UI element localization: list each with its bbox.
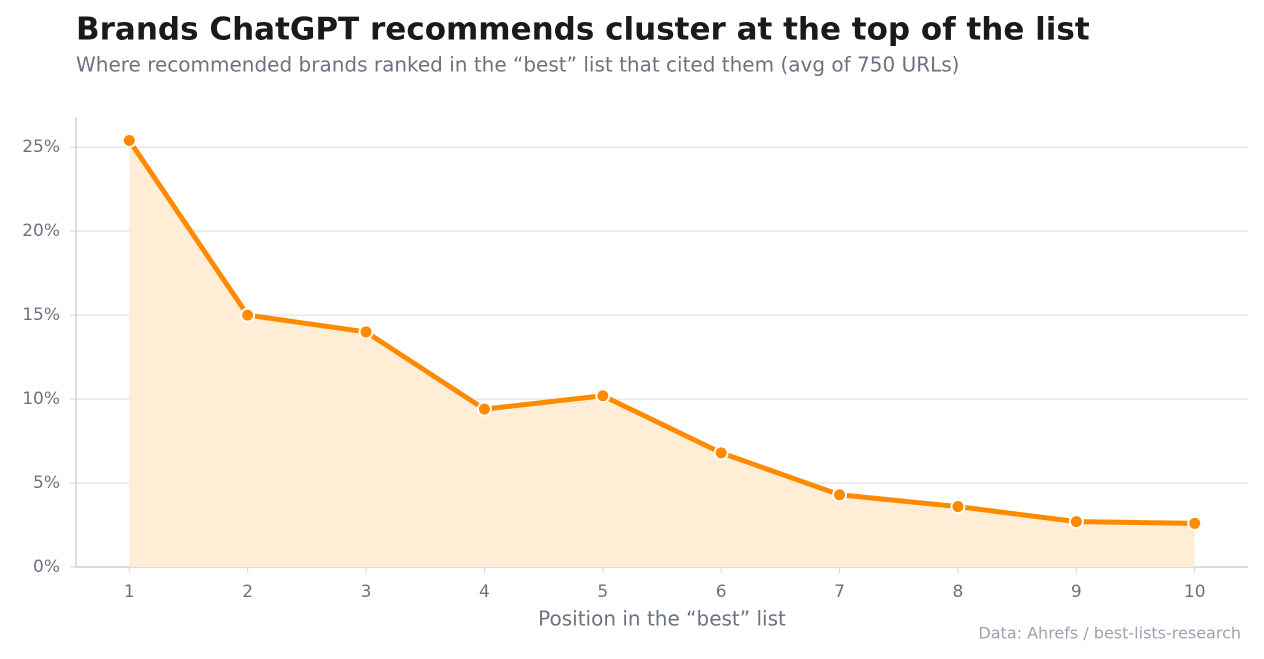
source-note: Data: Ahrefs / best-lists-research: [978, 624, 1241, 643]
y-tick-label: 20%: [22, 221, 60, 241]
y-tick-label: 0%: [33, 557, 60, 577]
x-tick-label: 5: [597, 582, 608, 602]
chart-subtitle: Where recommended brands ranked in the “…: [76, 53, 959, 77]
data-point: [595, 388, 611, 404]
area-fill: [129, 140, 1195, 568]
x-tick-label: 9: [1071, 582, 1082, 602]
data-point: [240, 307, 256, 323]
chart-title: Brands ChatGPT recommends cluster at the…: [76, 12, 1090, 48]
x-tick-label: 3: [361, 582, 372, 602]
x-tick-label: 10: [1184, 582, 1206, 602]
x-tick-label: 8: [953, 582, 964, 602]
data-point: [1068, 514, 1084, 530]
data-point: [358, 324, 374, 340]
y-tick-label: 15%: [22, 305, 60, 325]
x-tick-label: 1: [124, 582, 135, 602]
y-tick-label: 25%: [22, 137, 60, 157]
data-point: [476, 401, 492, 417]
y-tick-label: 5%: [33, 473, 60, 493]
x-axis-label: Position in the “best” list: [538, 607, 786, 631]
x-tick-label: 6: [716, 582, 727, 602]
y-tick-label: 10%: [22, 389, 60, 409]
line-series: [127, 139, 1195, 526]
x-tick-label: 4: [479, 582, 490, 602]
data-point: [950, 499, 966, 515]
data-point: [121, 133, 137, 149]
data-point: [832, 487, 848, 503]
x-tick-label: 7: [834, 582, 845, 602]
x-tick-label: 2: [242, 582, 253, 602]
data-point: [713, 445, 729, 461]
data-point: [1187, 515, 1203, 531]
